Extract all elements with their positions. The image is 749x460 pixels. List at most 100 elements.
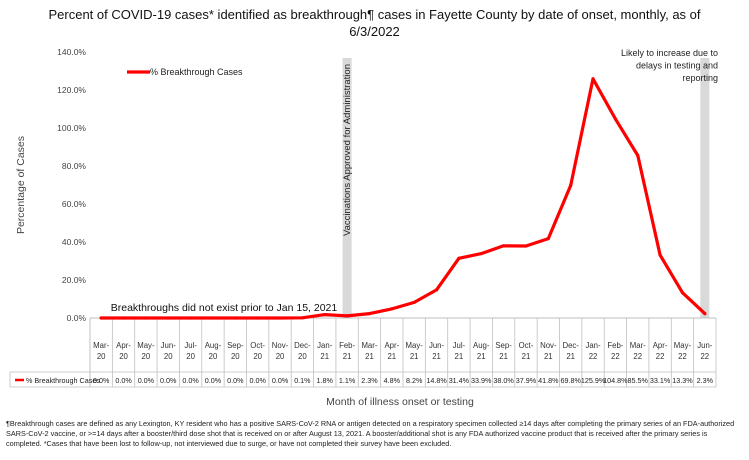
x-tick-label-year: 20 xyxy=(97,352,106,361)
table-value-cell: 2.3% xyxy=(361,376,378,385)
table-value-cell: 0.1% xyxy=(294,376,311,385)
table-value-cell: 69.8% xyxy=(560,376,581,385)
table-value-cell: 2.3% xyxy=(697,376,714,385)
y-tick-label: 40.0% xyxy=(62,237,87,247)
x-tick-label-month: May- xyxy=(674,341,692,350)
x-axis-title: Month of illness onset or testing xyxy=(326,396,474,408)
chart-footnote: ¶Breakthrough cases are defined as any L… xyxy=(6,419,735,448)
x-tick-label-year: 22 xyxy=(678,352,687,361)
y-tick-label: 80.0% xyxy=(62,161,87,171)
table-value-cell: 13.3% xyxy=(672,376,693,385)
delay-band-label-line-2: delays in testing and xyxy=(636,61,718,71)
x-tick-label-month: Jan- xyxy=(317,341,333,350)
x-tick-label-year: 20 xyxy=(276,352,285,361)
x-tick-label-month: Dec- xyxy=(294,341,311,350)
data-point xyxy=(144,316,148,320)
data-point xyxy=(323,312,327,317)
data-point xyxy=(166,316,170,320)
data-point xyxy=(457,256,461,260)
data-point xyxy=(524,244,528,248)
x-tick-label-year: 20 xyxy=(253,352,262,361)
data-point xyxy=(546,236,550,241)
x-tick-label-month: Oct- xyxy=(519,341,534,350)
table-value-cell: 0.0% xyxy=(93,376,110,385)
x-tick-label-month: Jul- xyxy=(184,341,197,350)
table-value-cell: 0.0% xyxy=(182,376,199,385)
table-value-cell: 33.9% xyxy=(471,376,492,385)
data-point xyxy=(121,316,126,320)
table-value-cell: 0.0% xyxy=(227,376,244,385)
x-tick-label-year: 21 xyxy=(343,352,352,361)
x-tick-label-year: 22 xyxy=(700,352,709,361)
table-value-cell: 8.2% xyxy=(406,376,423,385)
x-tick-label-year: 21 xyxy=(365,352,374,361)
x-tick-label-year: 21 xyxy=(522,352,531,361)
data-point xyxy=(703,312,707,316)
data-point xyxy=(502,244,506,248)
x-tick-label-year: 20 xyxy=(142,352,151,361)
delay-band-label-line-1: Likely to increase due to xyxy=(621,48,718,58)
data-point xyxy=(658,253,662,257)
x-tick-label-month: Jul- xyxy=(453,341,466,350)
x-tick-label-month: Jun- xyxy=(161,341,177,350)
data-point xyxy=(211,316,215,320)
x-tick-label-year: 20 xyxy=(164,352,173,361)
x-tick-label-year: 22 xyxy=(611,352,620,361)
y-tick-label: 0.0% xyxy=(67,313,87,323)
x-tick-label-month: Mar- xyxy=(630,341,646,350)
data-point xyxy=(300,316,304,320)
pre-vaccine-annotation: Breakthroughs did not exist prior to Jan… xyxy=(111,302,338,314)
legend-label: % Breakthrough Cases xyxy=(150,67,243,77)
data-point xyxy=(613,117,617,121)
x-tick-label-month: Sep- xyxy=(495,341,512,350)
table-value-cell: 14.8% xyxy=(426,376,447,385)
data-point xyxy=(99,316,103,320)
data-point xyxy=(569,183,573,187)
table-value-cell: 0.0% xyxy=(249,376,266,385)
table-value-cell: 1.1% xyxy=(339,376,356,385)
x-tick-label-month: Jan- xyxy=(585,341,601,350)
series-line-breakthrough xyxy=(99,77,707,320)
x-tick-label-month: Nov- xyxy=(272,341,289,350)
table-series-name: % Breakthrough Cases xyxy=(26,376,100,385)
x-tick-label-year: 20 xyxy=(298,352,307,361)
x-tick-label-month: Apr- xyxy=(116,341,131,350)
table-value-cell: 0.0% xyxy=(115,376,132,385)
data-point xyxy=(256,316,260,320)
table-value-cell: 0.0% xyxy=(272,376,289,385)
x-tick-label-month: Aug- xyxy=(473,341,490,350)
table-value-cell: 31.4% xyxy=(449,376,470,385)
y-tick-label: 20.0% xyxy=(62,275,87,285)
x-tick-label-month: Oct- xyxy=(250,341,265,350)
x-tick-label-year: 21 xyxy=(432,352,441,361)
x-tick-label-month: Feb- xyxy=(339,341,355,350)
data-point xyxy=(412,300,416,305)
x-tick-label-month: Aug- xyxy=(205,341,222,350)
data-point xyxy=(591,77,595,81)
y-tick-label: 60.0% xyxy=(62,199,87,209)
data-point xyxy=(434,288,439,292)
x-tick-label-month: Dec- xyxy=(562,341,579,350)
table-value-cell: 0.0% xyxy=(138,376,155,385)
x-tick-label-year: 22 xyxy=(589,352,598,361)
y-tick-label: 100.0% xyxy=(57,123,86,133)
table-value-cell: 38.0% xyxy=(493,376,514,385)
x-tick-label-month: May- xyxy=(137,341,155,350)
table-value-cell: 0.0% xyxy=(205,376,222,385)
data-point xyxy=(636,153,640,158)
table-value-cell: 125.9% xyxy=(581,376,606,385)
data-point xyxy=(278,316,282,320)
shaded-band-1 xyxy=(342,58,352,318)
x-tick-label-month: Jun- xyxy=(429,341,445,350)
x-tick-label-month: May- xyxy=(406,341,424,350)
x-tick-label-year: 21 xyxy=(499,352,508,361)
y-tick-label: 120.0% xyxy=(57,85,86,95)
table-value-cell: 41.8% xyxy=(538,376,559,385)
table-value-cell: 104.8% xyxy=(603,376,628,385)
table-value-cell: 1.8% xyxy=(317,376,334,385)
data-point xyxy=(680,291,685,295)
table-value-cell: 37.9% xyxy=(516,376,537,385)
x-tick-label-year: 20 xyxy=(186,352,195,361)
data-point xyxy=(345,314,349,318)
shaded-band-2 xyxy=(700,58,710,318)
